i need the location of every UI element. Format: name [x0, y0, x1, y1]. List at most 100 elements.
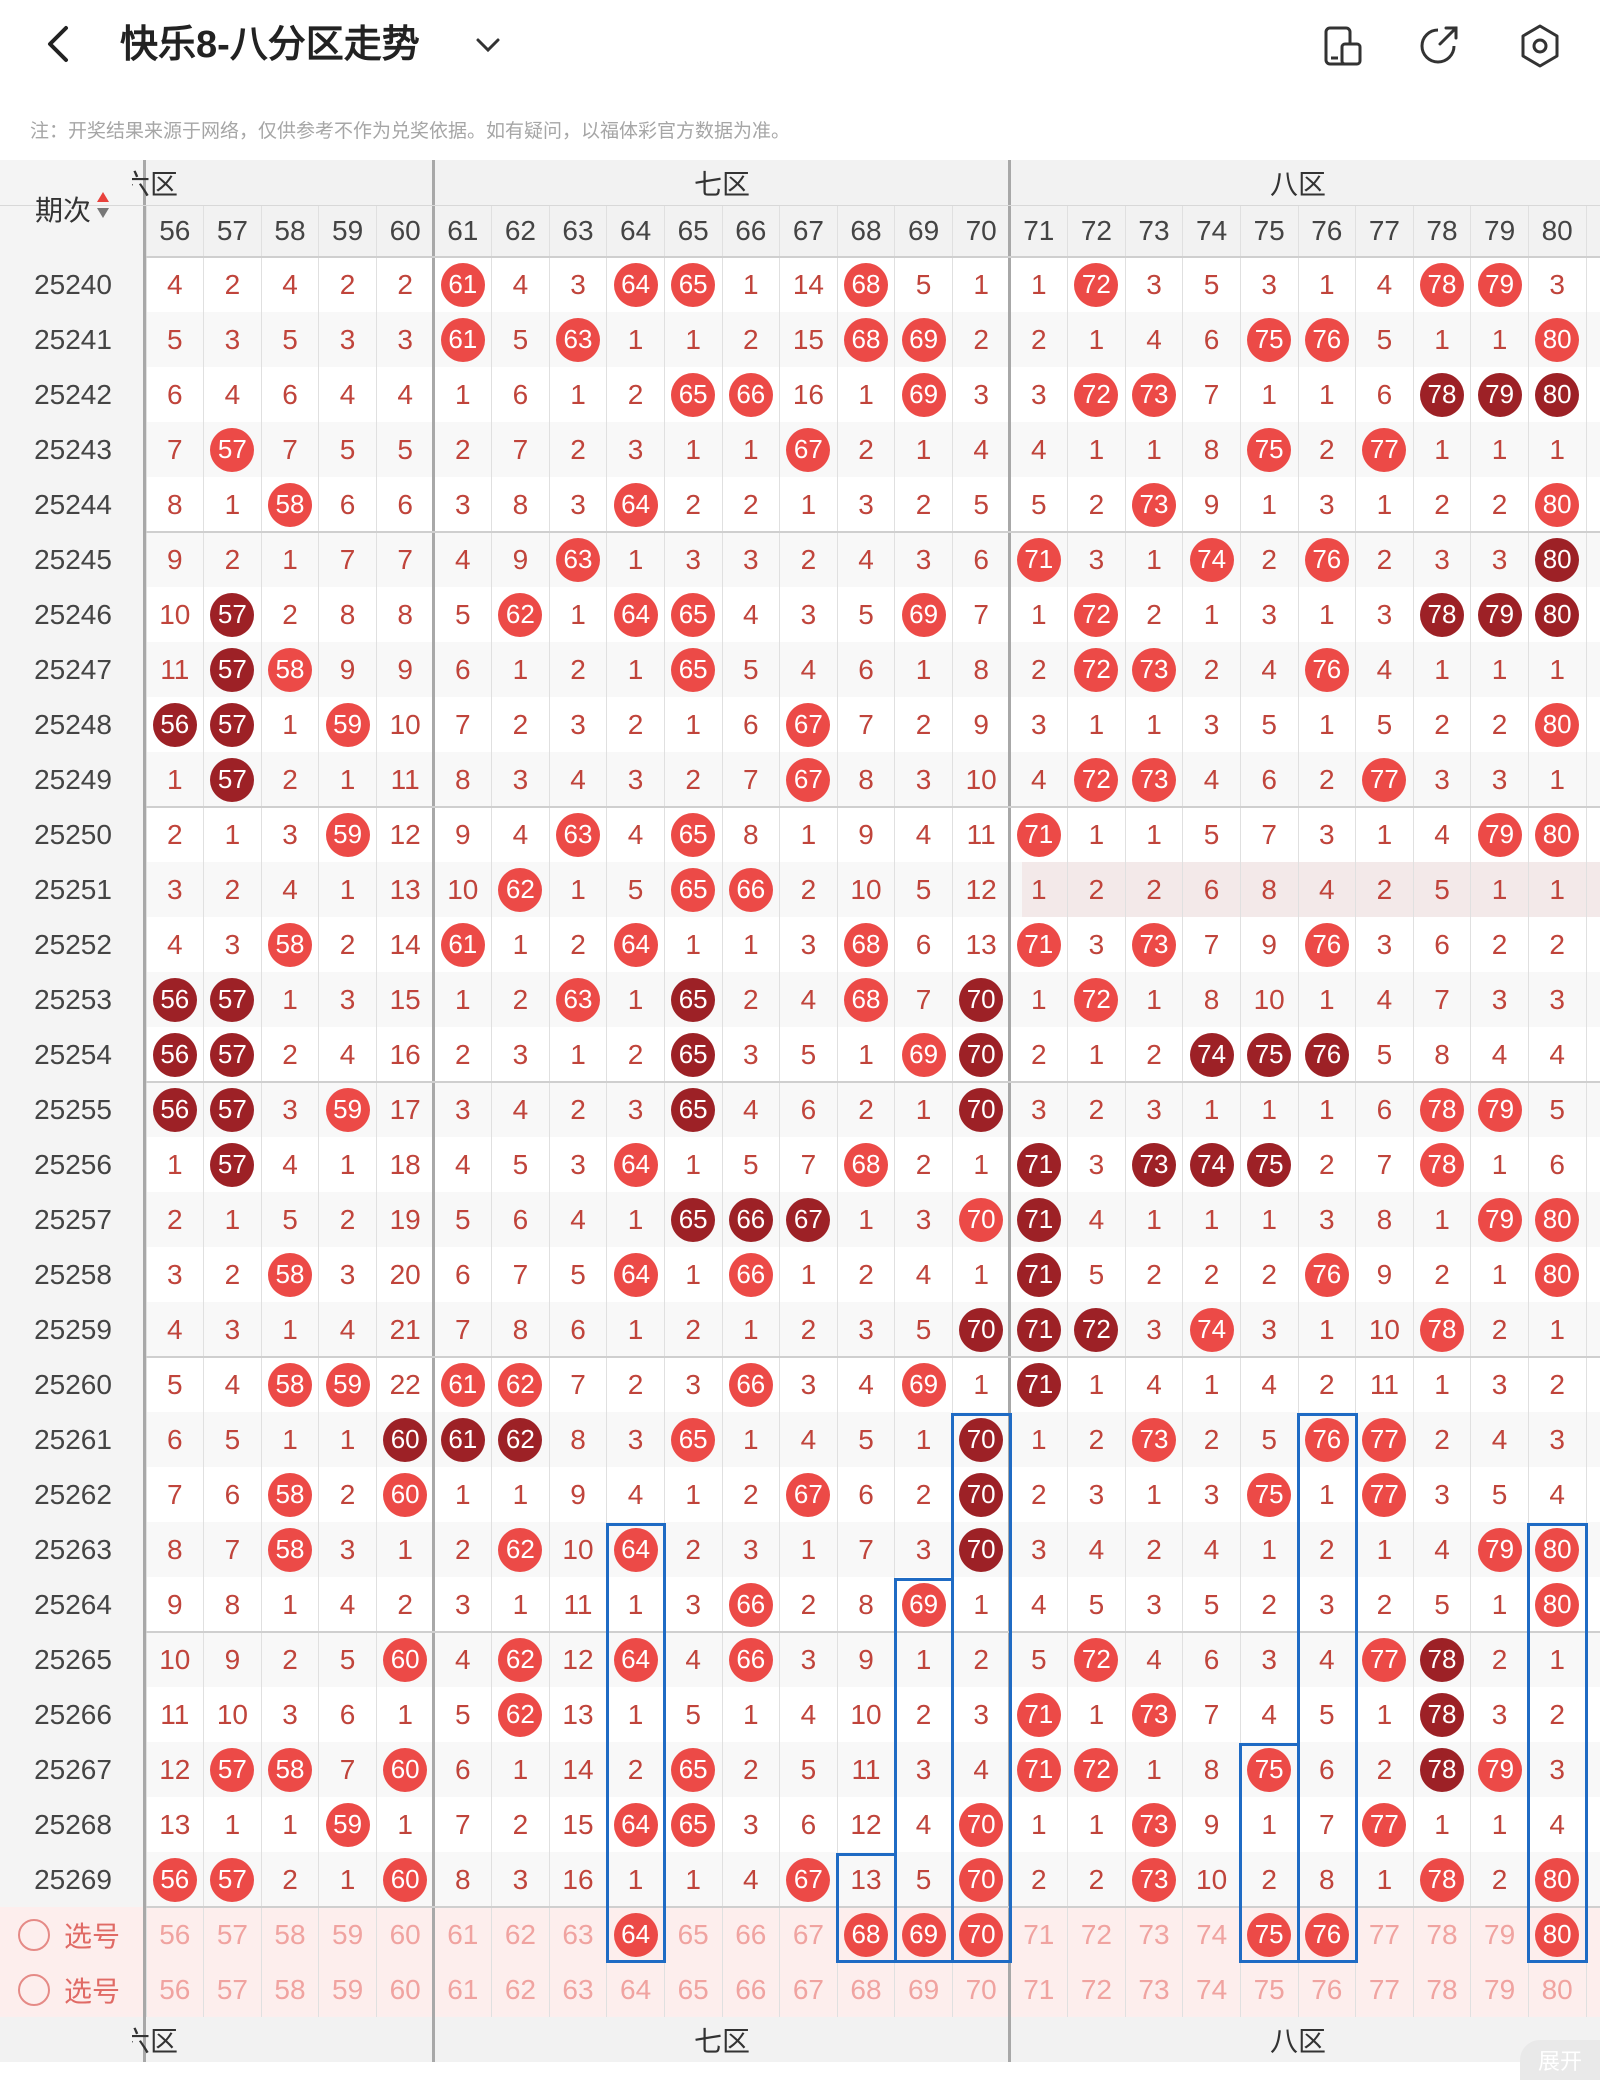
select-cell[interactable]: 75	[1253, 1973, 1285, 2005]
select-radio[interactable]	[18, 1973, 50, 2006]
miss-count: 3	[224, 323, 241, 355]
table-cell: 2	[1413, 697, 1471, 752]
select-cell[interactable]: 66	[735, 1973, 767, 2005]
select-row-label[interactable]: 选号	[0, 1907, 146, 1962]
select-cell[interactable]: 58	[274, 1918, 306, 1950]
select-cell[interactable]: 59	[332, 1918, 364, 1950]
picked-ball[interactable]: 64	[613, 1912, 658, 1957]
table-cell: 10	[952, 752, 1010, 807]
table-cell: 1	[1528, 422, 1586, 477]
select-cell[interactable]: 69	[908, 1973, 940, 2005]
trend-highlight-box	[1527, 1523, 1588, 1963]
picked-ball[interactable]: 76	[1304, 1912, 1349, 1957]
group-line	[146, 1356, 1600, 1358]
select-cell[interactable]: 62	[504, 1918, 536, 1950]
number-ball: 80	[1535, 1197, 1580, 1242]
select-cell[interactable]: 67	[792, 1973, 824, 2005]
select-cell[interactable]: 58	[274, 1973, 306, 2005]
miss-count: 9	[1376, 1258, 1393, 1290]
select-cell[interactable]: 56	[159, 1918, 191, 1950]
select-cell[interactable]: 70	[952, 1907, 1010, 1962]
select-cell[interactable]: 65	[677, 1973, 709, 2005]
select-cell[interactable]: 79	[1484, 1973, 1516, 2005]
table-cell: 3	[261, 1687, 319, 1742]
picked-ball[interactable]: 80	[1535, 1912, 1580, 1957]
table-cell: 2	[1471, 1632, 1529, 1687]
select-cell[interactable]: 60	[389, 1918, 421, 1950]
select-cell[interactable]: 78	[1426, 1918, 1458, 1950]
sort-icon[interactable]	[95, 190, 111, 227]
picked-ball[interactable]: 75	[1247, 1912, 1292, 1957]
miss-count: 2	[1376, 1588, 1393, 1620]
miss-count: 6	[1549, 1148, 1565, 1180]
select-cell[interactable]: 73	[1138, 1973, 1170, 2005]
select-cell[interactable]: 71	[1023, 1973, 1055, 2005]
select-cell[interactable]: 70	[965, 1973, 997, 2005]
select-cell[interactable]: 71	[1023, 1918, 1055, 1950]
select-cell[interactable]: 78	[1426, 1973, 1458, 2005]
select-cell[interactable]: 59	[332, 1973, 364, 2005]
device-toggle-icon[interactable]	[1316, 20, 1368, 72]
select-cell[interactable]: 62	[504, 1973, 536, 2005]
miss-count: 2	[800, 1588, 817, 1620]
select-cell[interactable]: 79	[1484, 1918, 1516, 1950]
miss-count: 3	[1491, 1698, 1508, 1730]
settings-icon[interactable]	[1514, 20, 1566, 72]
select-cell[interactable]: 74	[1196, 1918, 1228, 1950]
select-cell[interactable]: 74	[1196, 1973, 1228, 2005]
select-cell[interactable]: 73	[1138, 1918, 1170, 1950]
miss-count: 2	[1491, 928, 1508, 960]
share-icon[interactable]	[1412, 20, 1464, 72]
select-cell[interactable]: 67	[792, 1918, 824, 1950]
select-cell[interactable]: 63	[562, 1918, 594, 1950]
table-cell: 73	[1125, 752, 1183, 807]
table-cell: 6	[837, 1467, 895, 1522]
select-cell[interactable]: 56	[159, 1973, 191, 2005]
table-cell: 1	[1068, 1027, 1126, 1082]
select-cell[interactable]: 63	[562, 1973, 594, 2005]
picked-ball[interactable]: 68	[843, 1912, 888, 1957]
miss-count: 4	[743, 1863, 759, 1895]
select-cell[interactable]: 76	[1298, 1907, 1356, 1962]
select-cell[interactable]: 80	[1528, 1907, 1586, 1962]
miss-count: 1	[455, 983, 471, 1015]
select-cell[interactable]: 57	[216, 1973, 248, 2005]
select-cell[interactable]: 64	[620, 1973, 652, 2005]
page-title[interactable]: 快乐8-八分区走势	[120, 24, 420, 66]
miss-count: 1	[1319, 1478, 1335, 1510]
select-cell[interactable]: 77	[1368, 1918, 1400, 1950]
select-cell[interactable]: 72	[1080, 1973, 1112, 2005]
select-cell[interactable]: 60	[389, 1973, 421, 2005]
table-cell: 9	[204, 1632, 262, 1687]
select-cell[interactable]: 68	[837, 1907, 895, 1962]
column-header: 65	[677, 215, 709, 246]
table-cell: 2	[722, 312, 780, 367]
table-cell: 1	[1068, 312, 1126, 367]
select-cell[interactable]: 68	[850, 1973, 882, 2005]
select-cell[interactable]: 77	[1368, 1973, 1400, 2005]
select-cell[interactable]: 65	[677, 1918, 709, 1950]
picked-ball[interactable]: 69	[901, 1912, 946, 1957]
expand-button[interactable]: 展开	[1520, 2040, 1600, 2080]
select-cell[interactable]: 80	[1541, 1973, 1573, 2005]
select-radio[interactable]	[18, 1918, 50, 1951]
select-cell[interactable]: 57	[216, 1918, 248, 1950]
miss-count: 2	[858, 1093, 874, 1125]
chevron-down-icon[interactable]	[472, 28, 504, 60]
select-cell[interactable]: 75	[1240, 1907, 1298, 1962]
picked-ball[interactable]: 70	[959, 1912, 1004, 1957]
select-cell[interactable]: 66	[735, 1918, 767, 1950]
miss-count: 1	[282, 543, 298, 575]
table-cell: 4	[492, 1082, 550, 1137]
select-row-label[interactable]: 选号	[0, 1962, 146, 2017]
select-cell[interactable]: 69	[895, 1907, 953, 1962]
back-arrow-icon[interactable]	[38, 22, 82, 66]
select-cell[interactable]: 72	[1080, 1918, 1112, 1950]
table-cell: 20	[376, 1247, 434, 1302]
select-cell[interactable]: 61	[447, 1918, 479, 1950]
miss-count: 1	[973, 1588, 989, 1620]
period-header[interactable]: 期次	[0, 160, 146, 257]
select-cell[interactable]: 64	[607, 1907, 665, 1962]
select-cell[interactable]: 61	[447, 1973, 479, 2005]
select-cell[interactable]: 76	[1311, 1973, 1343, 2005]
